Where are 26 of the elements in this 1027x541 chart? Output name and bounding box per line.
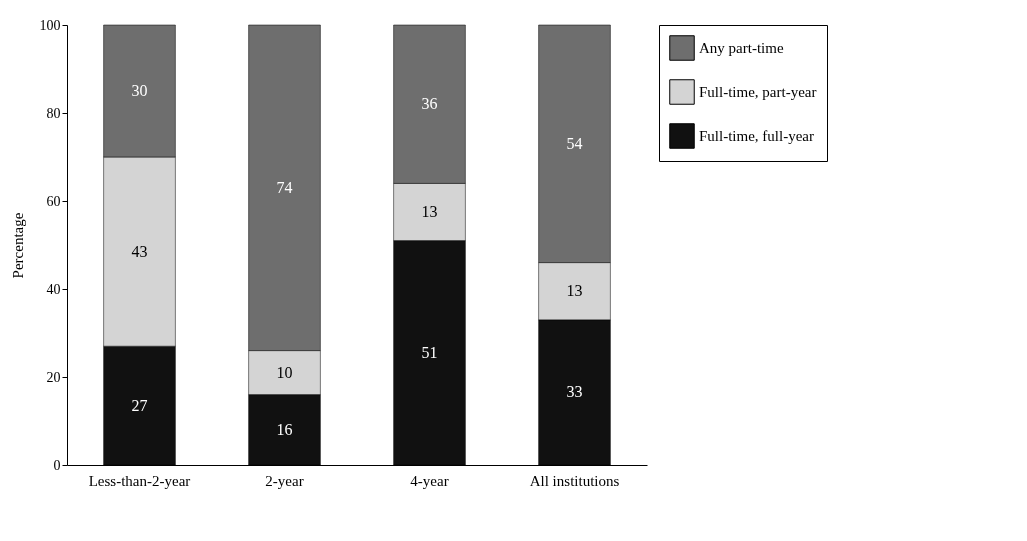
data-label: 51: [421, 343, 438, 361]
x-tick-label: Less-than-2-year: [88, 472, 191, 489]
data-label: 10: [276, 363, 293, 381]
data-label: 27: [131, 396, 148, 414]
data-label: 13: [421, 203, 438, 220]
data-label: 30: [131, 82, 148, 99]
y-tick-label: 0: [53, 457, 61, 473]
y-tick-label: 40: [46, 281, 61, 297]
data-label: 16: [276, 420, 293, 438]
legend-label: Full-time, full-year: [699, 128, 814, 144]
x-tick-label: 2-year: [265, 472, 304, 489]
y-tick-label: 20: [46, 369, 61, 385]
legend-label: Full-time, part-year: [699, 84, 817, 100]
x-tick-label: 4-year: [410, 472, 449, 489]
x-tick-label: All institutions: [529, 472, 620, 489]
data-label: 33: [566, 383, 583, 401]
data-label: 43: [131, 242, 148, 260]
data-label: 13: [566, 282, 583, 300]
y-axis-title: Percentage: [9, 212, 26, 279]
data-label: 54: [566, 134, 583, 152]
y-tick-label: 80: [46, 105, 61, 121]
data-label: 74: [276, 178, 293, 196]
y-tick-label: 100: [39, 17, 61, 33]
data-label: 36: [421, 95, 438, 113]
y-tick-label: 60: [46, 193, 61, 209]
legend-label: Any part-time: [699, 40, 784, 56]
